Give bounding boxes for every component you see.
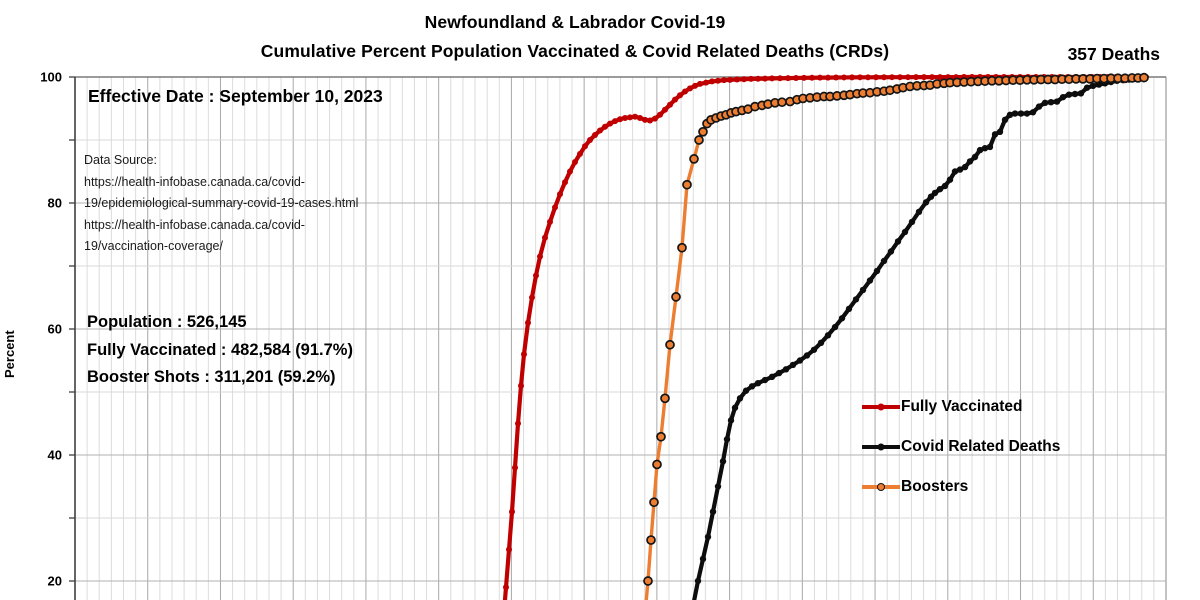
y-axis-title: Percent [2, 330, 17, 378]
legend-line-sample [862, 483, 900, 491]
legend-label: Covid Related Deaths [901, 438, 1061, 455]
legend-label: Fully Vaccinated [901, 398, 1023, 415]
chart-title-line1: Newfoundland & Labrador Covid-19 [424, 12, 726, 32]
total-deaths-annotation: 357 Deaths [1067, 44, 1160, 64]
filled-dot-marker-icon [877, 443, 885, 451]
svg-text:20: 20 [48, 574, 62, 589]
legend-item-covid-related-deaths: Covid Related Deaths [862, 427, 1060, 467]
svg-text:40: 40 [48, 448, 62, 463]
legend-line-sample [862, 443, 900, 451]
data-source-annotation: Data Source: https://health-infobase.can… [84, 153, 359, 253]
chart-title-line2: Cumulative Percent Population Vaccinated… [260, 41, 890, 61]
svg-text:60: 60 [48, 322, 62, 337]
legend-item-fully-vaccinated: Fully Vaccinated [862, 387, 1060, 427]
legend-item-boosters: Boosters [862, 467, 1060, 507]
filled-dot-marker-icon [877, 403, 885, 411]
population-stats-annotation: Population : 526,145 Fully Vaccinated : … [87, 313, 353, 386]
chart-title: Newfoundland & Labrador Covid-19 Cumulat… [100, 8, 1050, 66]
legend-label: Boosters [901, 478, 969, 495]
effective-date-annotation: Effective Date : September 10, 2023 [88, 86, 383, 106]
legend-line-sample [862, 403, 900, 411]
open-circle-marker-icon [877, 483, 885, 491]
legend: Fully Vaccinated Covid Related Deaths Bo… [862, 387, 1060, 507]
svg-text:80: 80 [48, 196, 62, 211]
svg-text:100: 100 [40, 70, 62, 85]
